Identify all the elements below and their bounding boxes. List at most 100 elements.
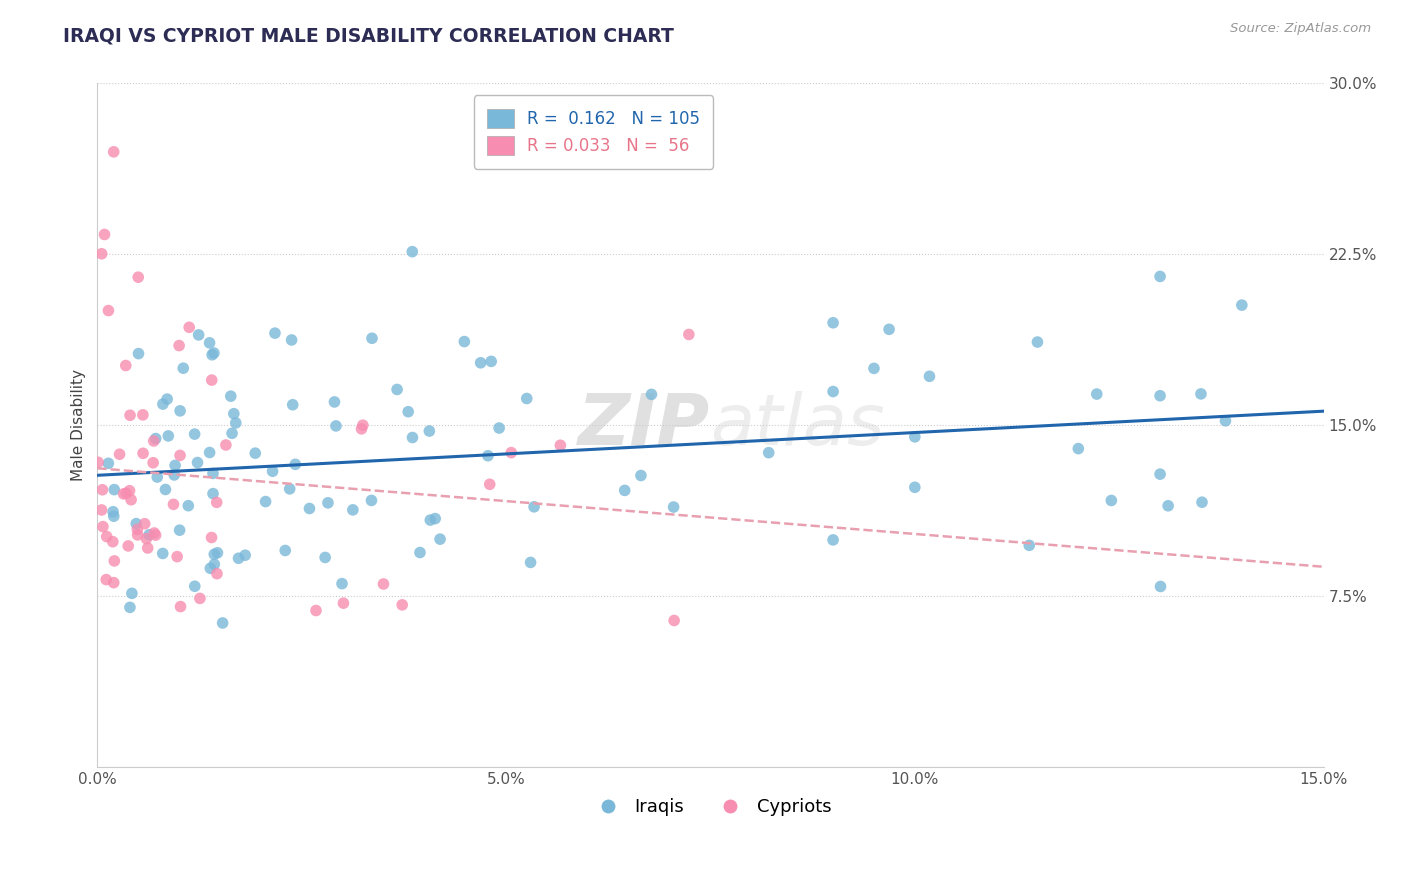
Point bbox=[877, 322, 900, 336]
Point bbox=[419, 513, 441, 527]
Point bbox=[97, 303, 120, 318]
Point bbox=[342, 503, 364, 517]
Point bbox=[127, 522, 149, 536]
Point bbox=[278, 482, 301, 496]
Point bbox=[121, 586, 143, 600]
Point bbox=[488, 421, 510, 435]
Point bbox=[391, 598, 413, 612]
Point bbox=[245, 446, 267, 460]
Point bbox=[350, 422, 373, 436]
Point bbox=[166, 549, 188, 564]
Point bbox=[1067, 442, 1090, 456]
Point bbox=[1157, 499, 1180, 513]
Point bbox=[200, 531, 222, 545]
Point bbox=[152, 397, 174, 411]
Point bbox=[125, 516, 148, 531]
Point bbox=[332, 596, 354, 610]
Point bbox=[117, 539, 139, 553]
Point bbox=[103, 554, 125, 568]
Point bbox=[179, 320, 201, 334]
Text: Source: ZipAtlas.com: Source: ZipAtlas.com bbox=[1230, 22, 1371, 36]
Point bbox=[103, 509, 125, 524]
Point bbox=[177, 499, 200, 513]
Point bbox=[225, 416, 247, 430]
Point bbox=[360, 493, 382, 508]
Point bbox=[1026, 334, 1049, 349]
Point bbox=[274, 543, 297, 558]
Point bbox=[103, 145, 125, 159]
Point bbox=[305, 603, 328, 617]
Point bbox=[262, 464, 284, 478]
Point bbox=[142, 456, 165, 470]
Point bbox=[429, 532, 451, 546]
Point bbox=[630, 468, 652, 483]
Point bbox=[163, 467, 186, 482]
Point bbox=[662, 614, 685, 628]
Point bbox=[90, 246, 112, 260]
Point bbox=[87, 455, 110, 469]
Point bbox=[1099, 493, 1122, 508]
Point bbox=[409, 545, 432, 559]
Point bbox=[198, 335, 221, 350]
Point bbox=[1149, 269, 1171, 284]
Point bbox=[135, 532, 157, 546]
Point bbox=[523, 500, 546, 514]
Point bbox=[201, 373, 224, 387]
Point bbox=[200, 561, 222, 575]
Point bbox=[1149, 389, 1171, 403]
Point bbox=[330, 576, 353, 591]
Point bbox=[114, 359, 136, 373]
Point bbox=[108, 447, 131, 461]
Point bbox=[280, 333, 302, 347]
Point bbox=[152, 546, 174, 560]
Point bbox=[264, 326, 287, 340]
Point bbox=[325, 418, 347, 433]
Point bbox=[167, 338, 190, 352]
Point bbox=[550, 438, 572, 452]
Point bbox=[519, 555, 541, 569]
Point bbox=[904, 430, 927, 444]
Point bbox=[202, 346, 225, 360]
Point bbox=[281, 398, 304, 412]
Point bbox=[1189, 387, 1212, 401]
Point bbox=[254, 494, 277, 508]
Point bbox=[470, 356, 492, 370]
Point bbox=[1085, 387, 1108, 401]
Point bbox=[96, 573, 118, 587]
Point bbox=[93, 227, 115, 242]
Point bbox=[155, 483, 177, 497]
Point bbox=[142, 434, 165, 448]
Point bbox=[169, 449, 191, 463]
Point bbox=[1230, 298, 1253, 312]
Point bbox=[91, 519, 114, 533]
Point bbox=[228, 551, 250, 566]
Point bbox=[183, 427, 205, 442]
Point bbox=[201, 348, 224, 362]
Point bbox=[477, 449, 499, 463]
Point bbox=[115, 486, 138, 500]
Point bbox=[298, 501, 321, 516]
Point bbox=[128, 346, 150, 360]
Point bbox=[501, 445, 523, 459]
Point bbox=[169, 404, 191, 418]
Text: IRAQI VS CYPRIOT MALE DISABILITY CORRELATION CHART: IRAQI VS CYPRIOT MALE DISABILITY CORRELA… bbox=[63, 27, 673, 45]
Point bbox=[143, 526, 166, 541]
Point bbox=[211, 615, 233, 630]
Point bbox=[156, 392, 179, 406]
Y-axis label: Male Disability: Male Disability bbox=[72, 369, 86, 482]
Point bbox=[314, 550, 336, 565]
Point bbox=[136, 541, 159, 555]
Point bbox=[198, 445, 221, 459]
Point bbox=[127, 528, 149, 542]
Point bbox=[516, 392, 538, 406]
Point bbox=[145, 432, 167, 446]
Point bbox=[918, 369, 941, 384]
Point bbox=[101, 505, 124, 519]
Point bbox=[112, 487, 135, 501]
Point bbox=[91, 483, 114, 497]
Point bbox=[373, 577, 395, 591]
Legend: Iraqis, Cypriots: Iraqis, Cypriots bbox=[582, 790, 838, 823]
Point bbox=[184, 579, 207, 593]
Point bbox=[172, 361, 194, 376]
Point bbox=[863, 361, 886, 376]
